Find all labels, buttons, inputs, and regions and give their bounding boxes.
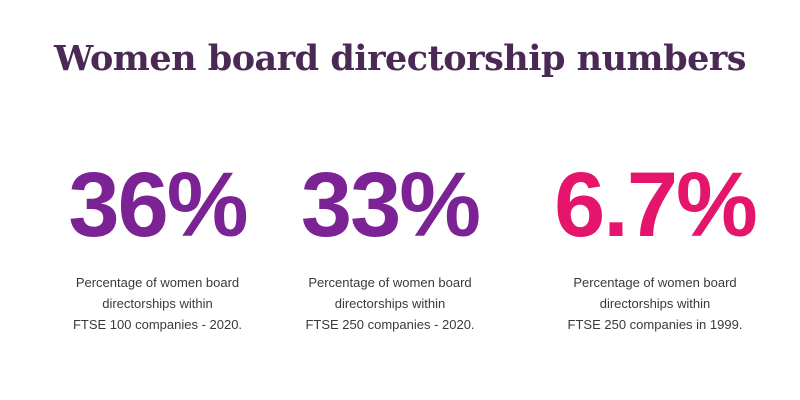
stat-description: Percentage of women board directorships … bbox=[55, 272, 260, 335]
stat-description-line: directorships within bbox=[102, 296, 213, 311]
stat-value: 6.7% bbox=[554, 154, 758, 256]
stat-description-line: FTSE 100 companies - 2020. bbox=[72, 317, 243, 332]
stat-description-line: Percentage of women board bbox=[573, 275, 737, 290]
stat-ftse100-2020: 36% Percentage of women board directorsh… bbox=[55, 150, 260, 335]
stat-ftse250-2020: 33% Percentage of women board directorsh… bbox=[285, 150, 495, 335]
stat-description-line: Percentage of women board bbox=[308, 275, 472, 290]
stat-description: Percentage of women board directorships … bbox=[285, 272, 495, 335]
stat-description: Percentage of women board directorships … bbox=[535, 272, 775, 335]
stat-description-line: directorships within bbox=[334, 296, 446, 311]
stat-description-line: FTSE 250 companies - 2020. bbox=[305, 317, 475, 332]
stat-description-line: directorships within bbox=[599, 296, 711, 311]
stat-ftse250-1999: 6.7% Percentage of women board directors… bbox=[535, 150, 775, 335]
stat-description-line: Percentage of women board bbox=[75, 275, 240, 290]
stat-description-line: FTSE 250 companies in 1999. bbox=[567, 317, 743, 332]
stat-value: 33% bbox=[300, 154, 481, 256]
stat-value: 36% bbox=[68, 154, 248, 256]
page-title: Women board directorship numbers bbox=[54, 38, 746, 79]
